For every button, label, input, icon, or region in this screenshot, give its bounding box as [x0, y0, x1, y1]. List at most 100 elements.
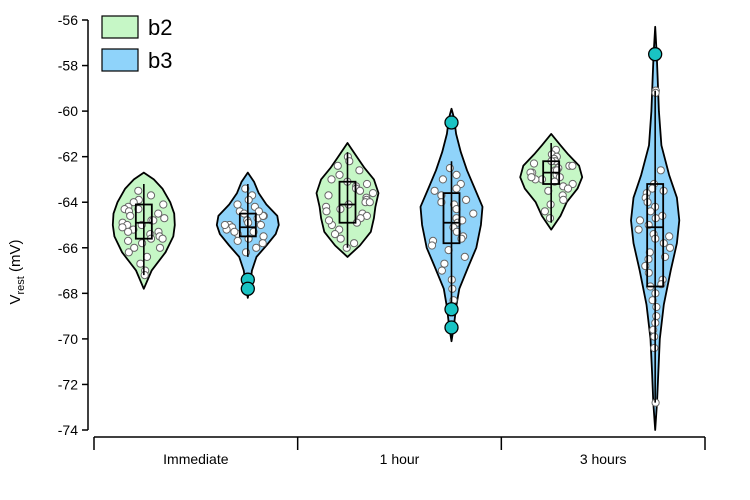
data-point	[665, 243, 675, 252]
data-point	[256, 220, 265, 230]
legend-swatch-b2	[101, 15, 139, 39]
box	[134, 203, 153, 240]
category-label: Immediate	[163, 451, 229, 467]
y-tick-label: -66	[58, 240, 78, 256]
data-point	[437, 266, 446, 275]
data-point	[650, 343, 659, 353]
data-point	[233, 200, 242, 209]
data-point	[652, 302, 661, 312]
data-point	[324, 191, 333, 200]
y-tick-label: -64	[58, 194, 78, 210]
outlier-point	[444, 320, 459, 335]
data-point	[254, 207, 263, 216]
data-point	[124, 227, 133, 236]
data-point	[656, 166, 665, 175]
data-point	[136, 259, 145, 268]
data-point	[545, 214, 555, 223]
data-point	[568, 161, 577, 170]
y-tick-label: -68	[58, 285, 78, 301]
y-axis: -56 -58 -60 -62 -64 -66 -68 -70 -72 -74	[58, 12, 89, 438]
category-label: 3 hours	[580, 451, 627, 467]
data-point	[330, 230, 340, 239]
box	[338, 180, 357, 224]
data-point	[634, 225, 643, 234]
legend-label-b2: b2	[148, 15, 172, 40]
data-point	[252, 243, 261, 252]
data-point	[527, 173, 536, 182]
data-point	[134, 186, 143, 195]
violin-b2-immediate	[111, 171, 176, 290]
data-point	[333, 161, 342, 170]
data-point	[452, 170, 461, 179]
data-point	[140, 271, 149, 280]
data-point	[355, 166, 364, 175]
data-point	[644, 255, 653, 264]
legend-label-b3: b3	[148, 48, 172, 73]
data-point	[652, 312, 661, 321]
data-point	[355, 186, 365, 195]
violin-b3-3-hours	[630, 25, 681, 431]
data-point	[335, 170, 344, 179]
category-label: 1 hour	[380, 451, 420, 467]
violin-groups	[111, 25, 681, 431]
data-point	[158, 234, 167, 243]
data-point	[430, 186, 439, 195]
data-point	[324, 216, 334, 225]
data-point	[529, 159, 539, 168]
data-point	[362, 179, 372, 189]
data-point	[350, 239, 359, 248]
outlier-point	[648, 47, 663, 62]
x-axis: Immediate 1 hour 3 hours	[93, 436, 706, 467]
data-point	[540, 207, 550, 216]
box	[238, 212, 257, 238]
violin-b2-3-hours	[519, 133, 584, 231]
data-point	[124, 236, 133, 245]
data-point	[244, 195, 253, 204]
data-point	[665, 232, 674, 241]
y-tick-label: -70	[58, 331, 78, 347]
box	[442, 192, 461, 245]
data-point	[559, 195, 568, 204]
data-point	[440, 259, 449, 268]
data-point	[124, 248, 133, 257]
data-point	[322, 207, 331, 216]
data-point	[650, 332, 659, 341]
y-tick-label: -72	[58, 376, 78, 392]
data-point	[469, 209, 478, 218]
data-point	[462, 195, 471, 204]
data-point	[126, 211, 135, 220]
violin-b2-1-hour	[315, 142, 380, 258]
outlier-point	[240, 281, 255, 296]
data-point	[130, 243, 139, 252]
data-point	[336, 234, 345, 243]
data-point	[635, 216, 645, 225]
data-point	[563, 184, 573, 193]
legend-swatch-b3	[101, 48, 139, 72]
data-point	[160, 214, 169, 223]
data-point	[445, 164, 454, 173]
data-point	[233, 236, 242, 245]
data-point	[159, 200, 168, 209]
data-point	[154, 209, 163, 218]
data-point	[220, 220, 229, 230]
y-axis-label: Vrest (mV)	[7, 239, 27, 304]
y-tick-label: -62	[58, 149, 78, 165]
data-point	[427, 241, 437, 250]
data-point	[368, 189, 378, 198]
data-point	[146, 191, 156, 200]
data-point	[452, 184, 461, 193]
data-point	[327, 175, 336, 184]
data-point	[155, 243, 165, 252]
outlier-point	[444, 302, 459, 317]
y-tick-label: -56	[58, 12, 78, 28]
data-point	[365, 198, 374, 207]
y-tick-label: -60	[58, 103, 78, 119]
data-point	[230, 227, 239, 236]
data-point	[258, 239, 267, 248]
violin-b3-immediate	[215, 171, 280, 299]
outlier-point	[444, 115, 459, 130]
data-point	[118, 223, 127, 232]
y-tick-label: -58	[58, 58, 78, 74]
